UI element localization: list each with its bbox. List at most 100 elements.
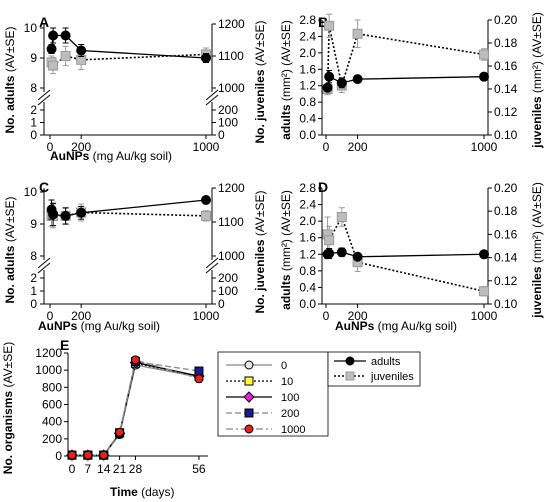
panel-d-x-axis-label: AuNPs (335, 319, 375, 333)
panel-b-right-axis-unit: (mm²) (AV±SE) (530, 12, 544, 96)
panel-d-x-axis-title: AuNPs (mg Au/kg soil) (335, 319, 457, 333)
juveniles-point (201, 210, 211, 221)
panel-c-x-axis-title: AuNPs (mg Au/kg soil) (38, 319, 160, 333)
panel-a-left-axis-unit: (AV±SE) (3, 26, 17, 75)
adults-point (60, 211, 71, 221)
legend-200-marker (244, 408, 254, 418)
series-1000-point (115, 427, 125, 437)
legend-juveniles-label: juveniles (370, 371, 414, 383)
y-left-tick-label: 1.2 (299, 247, 316, 261)
x-tick-label: 14 (97, 462, 111, 476)
y-right-tick-label: 0.20 (494, 13, 518, 27)
legend-0-marker (244, 360, 254, 370)
legend-0-label: 0 (281, 360, 287, 372)
y-right-tick-label: 200 (218, 271, 238, 285)
legend-200-label: 200 (281, 408, 299, 420)
panel-b-left-axis-unit: (mm²) (AV±SE) (279, 20, 293, 104)
panel-c: C No. adults (AV±SE) No. juveniles (AV±S… (3, 179, 267, 333)
adults-point (46, 44, 57, 54)
series-200-point (194, 366, 204, 376)
panel-c-right-axis-unit: (AV±SE) (253, 190, 267, 239)
y-right-tick-label: 1000 (218, 81, 245, 95)
legend-10-label: 10 (281, 376, 293, 388)
adults-point (322, 82, 333, 93)
y-left-tick-label: 9 (30, 217, 37, 231)
panel-d-x-axis-unit: (mg Au/kg soil) (374, 319, 457, 333)
panel-e-y-axis-unit: (AV±SE) (1, 342, 15, 391)
panel-d-label: D (318, 179, 328, 195)
axis-break-mark (205, 89, 219, 101)
y-left-tick-label: 1 (30, 116, 37, 130)
panel-c-left-axis-label: No. adults (3, 245, 17, 303)
panel-c-x-axis-unit: (mg Au/kg soil) (77, 319, 160, 333)
panel-c-x-axis-label: AuNPs (38, 319, 78, 333)
x-tick-label: 21 (113, 462, 127, 476)
y-right-tick-label: 0.18 (494, 36, 518, 50)
adults-point (60, 30, 71, 41)
axis-break-mark (37, 94, 51, 106)
x-tick-label: 1000 (193, 309, 220, 323)
x-tick-label: 56 (192, 462, 206, 476)
y-tick-label: 400 (42, 415, 62, 429)
y-tick-label: 600 (42, 398, 62, 412)
adults-point (479, 249, 489, 260)
legend-juveniles-marker (345, 371, 355, 381)
panel-d-plot: 0.0 0.4 0.8 1.2 1.6 2.0 2.4 2.8 0.10 0.12 0.14 0.16… (299, 181, 517, 323)
y-left-tick-label: 9 (30, 51, 37, 65)
panel-a-x-axis-label: AuNPs (50, 149, 90, 163)
life-stage-legend-box (327, 351, 421, 387)
panel-a-x-axis-title: AuNPs (mg Au/kg soil) (50, 149, 172, 163)
axis-break-mark (205, 94, 219, 106)
y-left-tick-label: 2.4 (299, 198, 316, 212)
x-tick-label: 0 (323, 140, 330, 154)
panel-a-x-axis-unit: (mg Au/kg soil) (89, 149, 172, 163)
series-10-line (72, 362, 200, 456)
panel-b-left-axis-title: adults (mm²) (AV±SE) (279, 20, 293, 140)
panel-c-left-axis-unit: (AV±SE) (3, 196, 17, 245)
adults-point (352, 74, 363, 85)
juveniles-line (326, 25, 485, 90)
y-left-tick-label: 10 (24, 21, 38, 35)
legend-100-label: 100 (281, 392, 299, 404)
axis-break-mark (37, 262, 51, 274)
y-left-tick-label: 2 (30, 103, 37, 117)
legend-10-marker (244, 376, 254, 386)
adults-point (336, 77, 347, 88)
adults-point (76, 45, 87, 56)
series-1000-line (72, 359, 200, 456)
axis-break-mark (37, 257, 51, 269)
adults-line (327, 251, 485, 258)
y-left-tick-label: 10 (24, 185, 38, 199)
x-tick-label: 28 (129, 462, 143, 476)
y-right-tick-label: 1000 (218, 249, 245, 263)
y-tick-label: 0 (55, 449, 62, 463)
legend-1000-marker (244, 424, 254, 434)
y-left-tick-label: 2.8 (299, 13, 316, 27)
adults-point (352, 251, 363, 262)
panel-a-label: A (39, 14, 49, 30)
y-left-tick-label: 8 (30, 81, 37, 95)
adults-point (48, 209, 59, 220)
axis-break-mark (37, 89, 51, 101)
x-tick-label: 200 (71, 140, 91, 154)
y-left-tick-label: 1.2 (299, 79, 316, 93)
panel-b-left-axis-label: adults (279, 104, 293, 140)
juveniles-point (60, 51, 71, 61)
juveniles-point (352, 28, 363, 39)
series-1000-point (130, 355, 140, 365)
x-tick-label: 7 (85, 462, 92, 476)
panel-d-left-axis-unit: (mm²) (AV±SE) (279, 190, 293, 274)
y-left-tick-label: 2.0 (299, 214, 316, 228)
y-right-tick-label: 0.14 (494, 251, 518, 265)
x-tick-label: 1000 (471, 309, 498, 323)
x-tick-label: 0 (69, 462, 76, 476)
y-left-tick-label: 1.6 (299, 62, 316, 76)
y-right-tick-label: 1100 (218, 215, 244, 229)
panel-d-left-axis-label: adults (279, 274, 293, 310)
y-right-tick-label: 200 (218, 103, 238, 117)
y-left-tick-label: 0.0 (299, 128, 316, 142)
y-left-tick-label: 8 (30, 249, 37, 263)
panel-e: E No. organisms (AV±SE) Time (days) 0 200… (1, 337, 421, 499)
legend-adults-label: adults (371, 356, 401, 368)
